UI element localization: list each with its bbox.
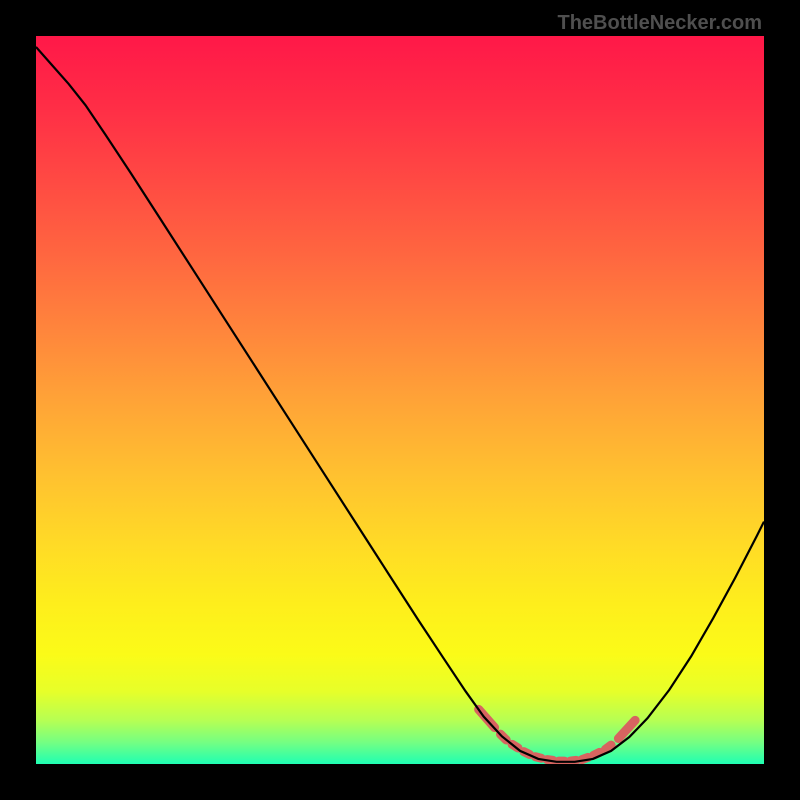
curve-layer (36, 36, 764, 764)
highlight-segment (618, 720, 635, 738)
highlight-segment (594, 752, 600, 755)
highlight-segment (605, 745, 611, 749)
plot-area (36, 36, 764, 764)
watermark-text: TheBottleNecker.com (557, 12, 762, 35)
bottleneck-curve (36, 47, 764, 762)
